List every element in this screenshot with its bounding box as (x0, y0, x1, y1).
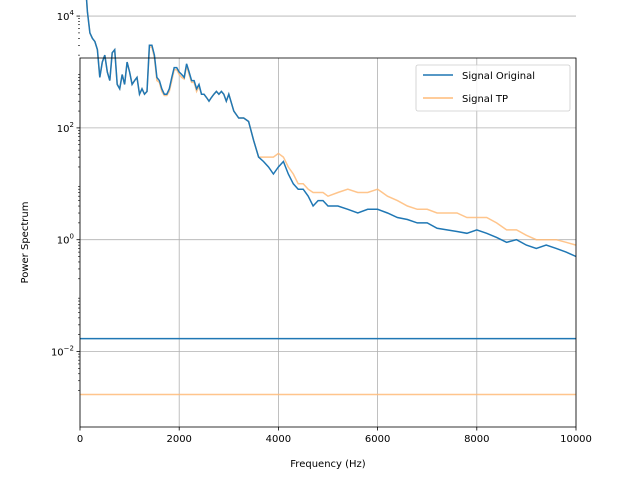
y-tick-label: 104 (57, 9, 75, 23)
x-tick-label: 4000 (266, 434, 291, 445)
x-axis-ticks: 0 2000 4000 6000 8000 10000 (77, 427, 592, 445)
legend: Signal Original Signal TP (415, 64, 571, 112)
y-axis-label: Power Spectrum (20, 202, 31, 284)
legend-box (415, 64, 571, 112)
plot-area (80, 58, 576, 427)
x-tick-label: 2000 (166, 434, 191, 445)
y-tick-label: 10−2 (51, 345, 74, 359)
x-tick-label: 8000 (464, 434, 489, 445)
series-layer (80, 0, 577, 396)
series-line-signal-original (85, 0, 577, 258)
legend-label-signal-original: Signal Original (462, 71, 535, 82)
x-tick-label: 0 (77, 434, 83, 445)
y-axis-ticks: 104 102 100 10−2 (51, 9, 80, 391)
x-tick-label: 10000 (560, 434, 592, 445)
x-axis-label: Frequency (Hz) (290, 459, 366, 470)
y-tick-label: 102 (57, 121, 74, 135)
y-tick-label: 100 (57, 233, 74, 247)
legend-label-signal-tp: Signal TP (462, 94, 508, 105)
x-tick-label: 6000 (365, 434, 390, 445)
